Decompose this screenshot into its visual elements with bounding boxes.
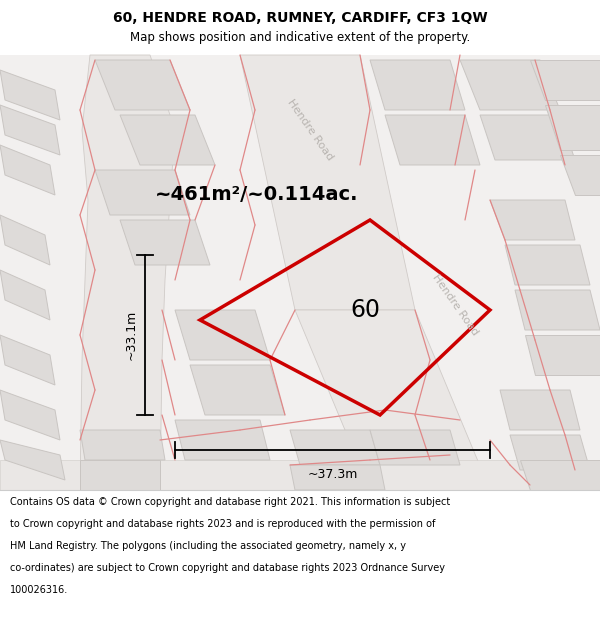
Text: Map shows position and indicative extent of the property.: Map shows position and indicative extent… <box>130 31 470 44</box>
Polygon shape <box>480 115 575 160</box>
Polygon shape <box>490 200 575 240</box>
Text: HM Land Registry. The polygons (including the associated geometry, namely x, y: HM Land Registry. The polygons (includin… <box>10 541 406 551</box>
Bar <box>0 55 600 490</box>
Text: ~37.3m: ~37.3m <box>307 468 358 481</box>
Polygon shape <box>0 460 600 490</box>
Polygon shape <box>525 335 600 375</box>
Polygon shape <box>0 105 60 155</box>
Polygon shape <box>120 220 210 265</box>
Polygon shape <box>370 60 465 110</box>
Polygon shape <box>530 60 600 100</box>
Polygon shape <box>0 440 65 480</box>
Polygon shape <box>295 310 490 490</box>
Polygon shape <box>80 55 175 490</box>
Text: 60: 60 <box>350 298 380 322</box>
Text: Hendre Road: Hendre Road <box>430 272 480 338</box>
Text: Contains OS data © Crown copyright and database right 2021. This information is : Contains OS data © Crown copyright and d… <box>10 497 450 507</box>
Polygon shape <box>500 390 580 430</box>
Text: Hendre Road: Hendre Road <box>285 98 335 162</box>
Polygon shape <box>120 115 215 165</box>
Polygon shape <box>0 390 60 440</box>
Polygon shape <box>505 245 590 285</box>
Polygon shape <box>175 420 270 460</box>
Polygon shape <box>0 70 60 120</box>
Polygon shape <box>510 435 590 470</box>
Polygon shape <box>370 430 460 465</box>
Text: ~461m²/~0.114ac.: ~461m²/~0.114ac. <box>155 186 359 204</box>
Polygon shape <box>95 60 190 110</box>
Polygon shape <box>0 145 55 195</box>
Polygon shape <box>190 365 285 415</box>
Polygon shape <box>385 115 480 165</box>
Polygon shape <box>460 60 560 110</box>
Text: 60, HENDRE ROAD, RUMNEY, CARDIFF, CF3 1QW: 60, HENDRE ROAD, RUMNEY, CARDIFF, CF3 1Q… <box>113 11 487 25</box>
Text: to Crown copyright and database rights 2023 and is reproduced with the permissio: to Crown copyright and database rights 2… <box>10 519 436 529</box>
Polygon shape <box>0 215 50 265</box>
Polygon shape <box>290 465 385 490</box>
Polygon shape <box>545 105 600 150</box>
Polygon shape <box>95 170 190 215</box>
Polygon shape <box>175 310 270 360</box>
Text: 100026316.: 100026316. <box>10 585 68 595</box>
Polygon shape <box>290 430 380 465</box>
Polygon shape <box>80 430 165 460</box>
Polygon shape <box>0 270 50 320</box>
Text: ~33.1m: ~33.1m <box>125 310 137 360</box>
Polygon shape <box>520 460 600 490</box>
Text: co-ordinates) are subject to Crown copyright and database rights 2023 Ordnance S: co-ordinates) are subject to Crown copyr… <box>10 563 445 573</box>
Polygon shape <box>515 290 600 330</box>
Polygon shape <box>560 155 600 195</box>
Polygon shape <box>240 55 415 310</box>
Polygon shape <box>80 460 160 490</box>
Polygon shape <box>0 335 55 385</box>
